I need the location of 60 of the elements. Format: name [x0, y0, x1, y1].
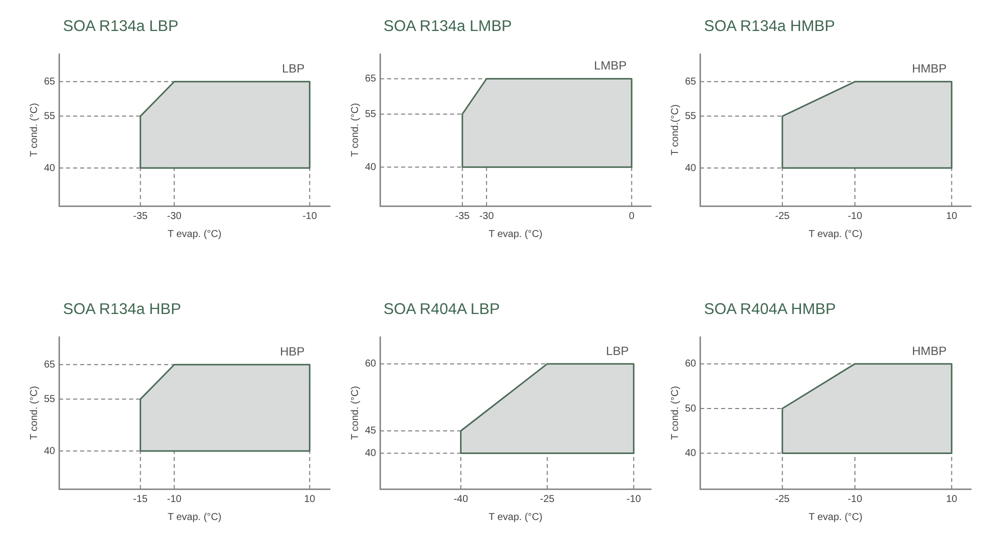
x-axis-title: T evap. (°C): [488, 228, 542, 240]
y-tick-label: 55: [44, 110, 56, 122]
y-tick-label: 65: [685, 76, 697, 88]
series-label: HMBP: [912, 62, 947, 76]
y-tick-label: 40: [364, 448, 376, 459]
x-tick-label: -25: [775, 494, 790, 505]
y-tick-label: 40: [685, 448, 697, 459]
y-tick-label: 65: [364, 73, 376, 84]
chart-title: SOA R134a LMBP: [384, 17, 512, 37]
series-label: HMBP: [912, 344, 947, 358]
chart-title: SOA R134a LBP: [63, 17, 178, 37]
x-tick-label: -25: [540, 494, 554, 505]
y-axis-title: T cond. (°C): [349, 103, 360, 157]
x-tick-label: -10: [848, 210, 863, 222]
x-tick-label: 10: [946, 494, 958, 505]
x-tick-label: -40: [453, 494, 468, 505]
x-tick-label: -25: [775, 210, 790, 222]
x-axis-title: T evap. (°C): [808, 228, 862, 240]
y-tick-label: 45: [364, 426, 376, 437]
y-tick-label: 60: [364, 358, 376, 370]
x-tick-label: -10: [848, 494, 863, 505]
y-axis-title: T cond. (°C): [670, 386, 681, 440]
x-tick-label: -10: [626, 494, 641, 505]
x-tick-label: 0: [628, 210, 634, 222]
series-label: HBP: [280, 344, 305, 359]
chart-title: SOA R404A LBP: [384, 300, 500, 320]
x-tick-label: -10: [167, 494, 182, 505]
x-axis-title: T evap. (°C): [168, 512, 222, 523]
x-tick-label: -35: [133, 210, 148, 222]
series-label: LBP: [282, 62, 305, 76]
y-tick-label: 65: [44, 359, 56, 370]
x-axis-title: T evap. (°C): [808, 512, 862, 523]
chart-title: SOA R134a HBP: [63, 300, 182, 320]
x-axis-title: T evap. (°C): [488, 512, 542, 523]
y-tick-label: 50: [685, 403, 697, 414]
x-tick-label: -35: [454, 210, 470, 222]
chart-title: SOA R134a HMBP: [704, 17, 835, 37]
series-label: LBP: [606, 344, 628, 358]
y-tick-label: 55: [44, 394, 56, 405]
y-tick-label: 40: [44, 446, 56, 457]
x-tick-label: -30: [478, 210, 494, 222]
x-tick-label: -30: [167, 210, 182, 222]
y-tick-label: 55: [364, 108, 376, 120]
y-axis-title: T cond. (°C): [349, 386, 360, 440]
y-axis-title: T cond. (°C): [28, 386, 40, 440]
x-tick-label: 10: [304, 494, 316, 505]
y-tick-label: 60: [685, 358, 697, 370]
chart-title: SOA R404A HMBP: [704, 300, 836, 320]
y-tick-label: 40: [685, 162, 697, 174]
y-tick-label: 40: [364, 162, 376, 173]
x-tick-label: -15: [133, 494, 148, 505]
y-axis-title: T cond.(°C): [670, 104, 681, 156]
y-tick-label: 40: [44, 162, 56, 174]
series-label: LMBP: [593, 58, 626, 73]
y-tick-label: 65: [44, 76, 56, 88]
x-tick-label: 10: [946, 210, 958, 222]
x-axis-title: T evap. (°C): [168, 228, 222, 240]
y-tick-label: 55: [685, 110, 697, 122]
x-tick-label: -10: [302, 210, 318, 222]
y-axis-title: T cond. (°C): [28, 103, 40, 157]
